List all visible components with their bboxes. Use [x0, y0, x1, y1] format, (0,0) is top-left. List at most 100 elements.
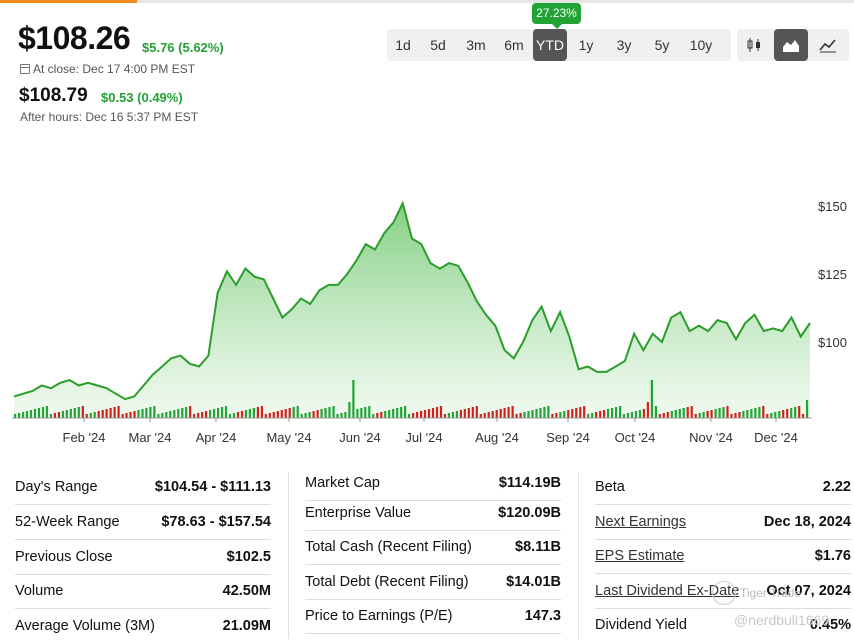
stat-52-week-range: 52-Week Range $78.63 - $157.54	[15, 505, 271, 540]
volume-bar	[439, 406, 443, 418]
volume-bar	[539, 408, 542, 418]
range-5d-button[interactable]: 5d	[430, 37, 446, 53]
volume-bar	[706, 411, 709, 418]
volume-bar	[646, 402, 649, 418]
stat-label: 52-Week Range	[15, 514, 120, 530]
volume-bar	[125, 413, 128, 418]
volume-bar	[766, 414, 769, 418]
volume-bar	[431, 408, 435, 418]
volume-bar	[332, 406, 335, 418]
volume-bar	[348, 402, 351, 418]
range-selector: 1d 5d 3m 6m YTD 1y 3y 5y 10y	[387, 29, 731, 61]
volume-bar	[81, 406, 84, 418]
volume-bar	[698, 413, 701, 418]
chart-type-selector	[737, 29, 849, 61]
y-tick-label: $125	[818, 267, 847, 282]
volume-bar	[49, 414, 52, 418]
range-ytd-button[interactable]: YTD	[533, 29, 567, 61]
volume-bar	[340, 413, 343, 418]
tiger-logo-icon	[712, 581, 736, 605]
stat-label: Average Volume (3M)	[15, 618, 155, 634]
volume-bar	[380, 412, 383, 418]
volume-bar	[443, 414, 446, 418]
stat-label: Price to Earnings (P/E)	[305, 608, 453, 624]
stat-value: 147.3	[524, 608, 561, 624]
volume-bar	[93, 412, 96, 418]
range-1d-button[interactable]: 1d	[395, 37, 411, 53]
volume-bar	[507, 407, 510, 418]
range-3y-button[interactable]: 3y	[616, 37, 632, 53]
next-earnings-link[interactable]: Next Earnings	[595, 514, 687, 530]
volume-bar	[320, 409, 323, 418]
volume-bar	[423, 410, 427, 418]
volume-bar	[455, 411, 458, 418]
volume-bar	[97, 411, 100, 418]
volume-bar	[22, 412, 25, 418]
volume-bar	[65, 410, 68, 418]
after-hours-price: $108.79	[19, 85, 88, 106]
volume-bar	[268, 413, 271, 418]
volume-bar	[531, 410, 534, 418]
after-hours-change: $0.53 (0.49%)	[101, 90, 183, 105]
volume-bar	[336, 414, 339, 418]
at-close-row: At close: Dec 17 4:00 PM EST	[20, 62, 195, 76]
range-5y-button[interactable]: 5y	[654, 37, 670, 53]
volume-bar	[459, 410, 462, 418]
volume-bar	[427, 409, 431, 418]
x-tick-label: May '24	[266, 430, 311, 445]
range-3m-button[interactable]: 3m	[466, 37, 486, 53]
volume-bar	[165, 412, 168, 418]
last-dividend-link[interactable]: Last Dividend Ex-Date	[595, 583, 740, 599]
volume-bar	[18, 413, 21, 418]
volume-bar	[344, 412, 347, 418]
volume-bar	[240, 411, 244, 418]
volume-bar	[694, 414, 697, 418]
x-tick-label: Nov '24	[689, 430, 733, 445]
volume-bar	[121, 414, 124, 418]
volume-bar	[690, 406, 693, 418]
volume-bar	[742, 411, 745, 418]
y-tick-label: $150	[818, 199, 847, 214]
volume-bar	[25, 411, 29, 418]
range-1y-button[interactable]: 1y	[578, 37, 594, 53]
volume-bar	[738, 412, 741, 418]
area-chart-icon	[783, 40, 799, 52]
volume-bar	[563, 411, 566, 418]
candlestick-chart-button[interactable]	[737, 29, 771, 61]
stat-label: Volume	[15, 583, 64, 599]
volume-bar	[762, 406, 765, 418]
volume-bar	[169, 411, 172, 418]
volume-bar	[515, 414, 518, 418]
area-chart-button[interactable]	[774, 29, 808, 61]
eps-estimate-link[interactable]: EPS Estimate	[595, 548, 685, 564]
stat-average-volume: Average Volume (3M) 21.09M	[15, 609, 271, 643]
volume-bar	[356, 409, 359, 418]
volume-bar	[209, 410, 212, 418]
calendar-icon	[20, 64, 30, 74]
stat-value: $114.19B	[498, 475, 561, 491]
volume-bar	[368, 406, 371, 418]
volume-bar	[702, 412, 705, 418]
volume-bar	[244, 410, 247, 418]
volume-bar	[583, 406, 586, 418]
volume-bar	[296, 406, 299, 418]
volume-bar	[400, 407, 403, 418]
volume-bar	[527, 411, 530, 418]
volume-bar	[650, 380, 653, 418]
volume-bar	[280, 410, 283, 418]
range-10y-button[interactable]: 10y	[689, 37, 713, 53]
volume-bar	[666, 412, 669, 418]
volume-bar	[89, 413, 92, 418]
volume-bar	[392, 409, 395, 418]
range-6m-button[interactable]: 6m	[504, 37, 524, 53]
volume-bar	[503, 408, 506, 418]
volume-bar	[579, 407, 582, 418]
volume-bar	[157, 414, 160, 418]
stat-value: 21.09M	[222, 618, 271, 634]
volume-bar	[193, 414, 196, 418]
volume-bar	[300, 414, 303, 418]
volume-bar	[746, 410, 749, 418]
volume-bar	[523, 412, 526, 418]
line-chart-button[interactable]	[811, 29, 845, 61]
volume-bar	[734, 413, 737, 418]
